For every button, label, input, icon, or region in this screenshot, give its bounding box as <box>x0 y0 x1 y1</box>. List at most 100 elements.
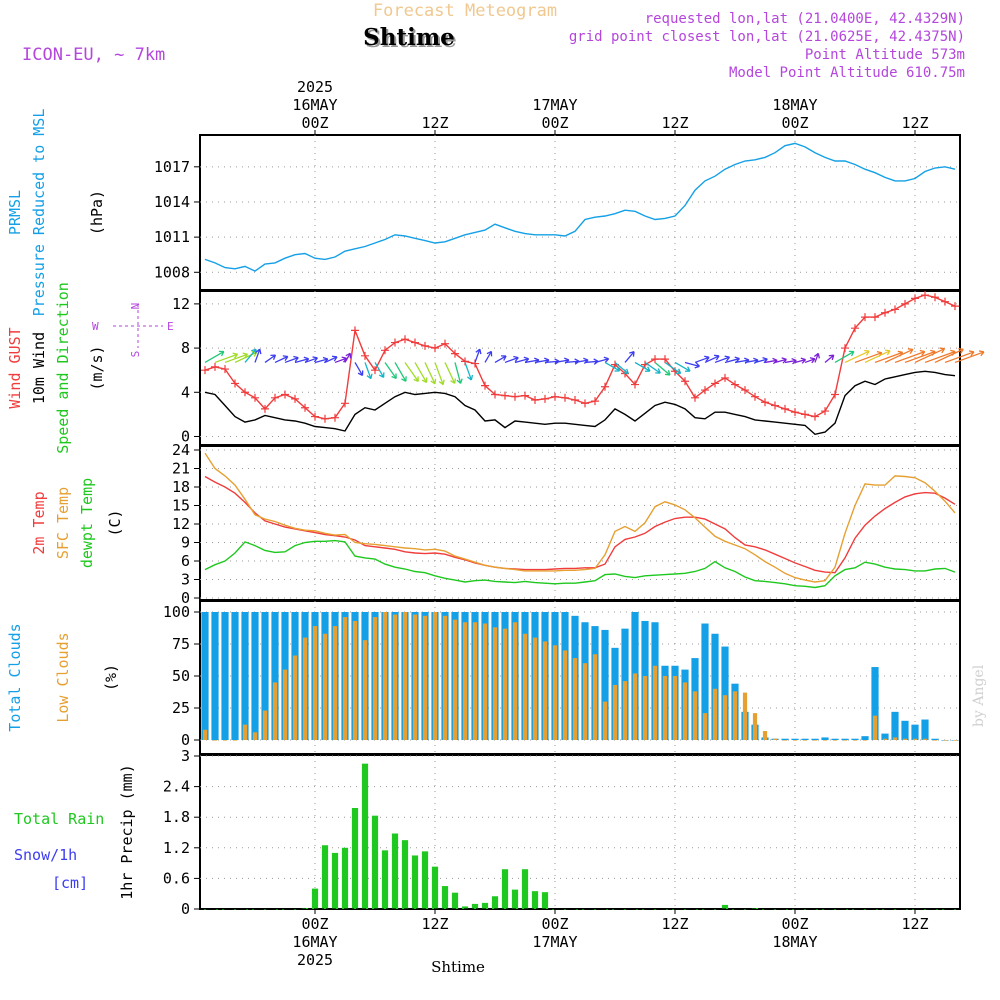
clouds-bar <box>231 612 239 740</box>
wind-gust-marker <box>711 379 719 388</box>
precip-bar <box>371 815 379 909</box>
wind-arrow <box>574 359 589 364</box>
wind-gust-marker <box>401 335 409 344</box>
pressure-ylabel: (hPa) <box>88 190 106 235</box>
clouds-bar <box>652 665 658 740</box>
wind-gust-marker <box>591 397 599 406</box>
clouds-bar <box>832 740 838 741</box>
wind-gust-marker <box>391 338 399 347</box>
wind-arrow <box>884 348 914 364</box>
wind-arrow-head <box>675 368 682 375</box>
precip-bar <box>431 866 439 909</box>
panel-pressure: 1008 1011 1014 1017 PRMSL Pressure Reduced to… <box>6 109 961 316</box>
wind-arrow <box>644 361 661 374</box>
clouds-bar <box>372 617 378 740</box>
clouds-bar <box>812 740 818 741</box>
clouds-bar <box>432 612 438 740</box>
clouds-bar <box>362 640 368 740</box>
clouds-bar <box>842 740 848 741</box>
clouds-bar <box>241 612 249 740</box>
wind-gust-marker <box>941 297 949 306</box>
wind-arrow <box>284 357 299 364</box>
wind-gust-marker <box>851 324 859 333</box>
wind-arrow <box>624 351 635 363</box>
clouds-bar <box>682 682 688 740</box>
clouds-bar <box>262 710 268 740</box>
wind-arrow-head <box>391 373 397 380</box>
clouds-bar <box>602 701 608 740</box>
precip-bar <box>261 909 269 910</box>
wind-arrow-head <box>724 355 731 362</box>
wind-series-line <box>204 294 956 420</box>
wind-arrow-head <box>475 348 482 355</box>
top-time-label: 00Z <box>541 114 568 132</box>
precip-bar <box>291 909 299 910</box>
precip-bar <box>381 850 389 909</box>
precip-bar <box>831 909 839 910</box>
wind-gust-marker <box>281 390 289 399</box>
clouds-bar <box>452 619 458 740</box>
wind-arrow-head <box>421 377 428 384</box>
wind-arrow <box>294 358 309 364</box>
wind-gust-marker <box>231 379 239 388</box>
temperature-ytick-label: 18 <box>172 478 190 496</box>
wind-arrow-head <box>430 378 437 385</box>
clouds-bar <box>322 633 328 740</box>
wind-arrow <box>274 355 289 364</box>
clouds-bar <box>201 612 209 740</box>
clouds-bar <box>392 614 398 740</box>
wind-arrow <box>734 359 749 364</box>
precip-bar <box>951 909 959 910</box>
pressure-ytick-label: 1008 <box>154 263 190 281</box>
clouds-bar <box>502 628 508 740</box>
top-time-label: 00Z <box>781 114 808 132</box>
clouds-bar <box>921 719 929 740</box>
wind-arrow <box>374 362 385 378</box>
wind-arrow-head <box>378 372 385 378</box>
clouds-bar <box>261 612 269 740</box>
precip-bar <box>921 909 929 910</box>
clouds-bar <box>632 673 638 740</box>
clouds-bar <box>472 622 478 740</box>
clouds-bar <box>252 732 258 740</box>
top-time-label: 16MAY <box>292 96 337 114</box>
top-time-label: 17MAY <box>532 96 577 114</box>
clouds-bar <box>862 740 868 741</box>
wind-gust-marker <box>651 355 659 364</box>
panel-clouds: 0 25 50 75 100 Total Clouds Low Clouds (%) <box>6 600 961 755</box>
bottom-time-label: 12Z <box>661 915 688 933</box>
wind-arrow-head <box>762 357 768 364</box>
clouds-bar <box>752 713 758 740</box>
wind-arrow <box>894 351 925 364</box>
wind-arrow <box>524 359 539 364</box>
wind-frame <box>199 290 961 446</box>
wind-arrow <box>434 362 444 385</box>
precip-bar <box>361 763 369 909</box>
wind-arrow <box>354 362 364 376</box>
wind-gust-marker <box>661 355 669 364</box>
wind-arrow-head <box>684 366 691 372</box>
wind-arrow-head <box>629 351 635 357</box>
precip-ytick-label: 0 <box>181 900 190 918</box>
wind-arrow-head <box>800 357 807 364</box>
wind-gust-marker <box>501 391 509 400</box>
clouds-bar <box>282 669 288 740</box>
top-time-label: 00Z <box>301 114 328 132</box>
wind-gust-marker <box>271 393 279 402</box>
wind-gust-marker <box>751 392 759 401</box>
precip-bar <box>511 889 519 909</box>
precip-bar <box>771 909 779 910</box>
wind-arrow <box>844 350 870 364</box>
wind-arrow <box>394 362 407 382</box>
wind-series-line <box>204 370 956 436</box>
wind-arrow-head <box>312 356 318 363</box>
wind-arrow <box>204 351 225 364</box>
wind-gust-marker <box>511 392 519 401</box>
precip-ytick-label: 1.2 <box>163 839 190 857</box>
precip-bar <box>451 892 459 909</box>
wind-gust-marker <box>561 393 569 402</box>
wind-arrow <box>614 361 629 375</box>
precip-ytick-label: 2.4 <box>163 778 190 796</box>
precip-bar <box>801 909 809 910</box>
